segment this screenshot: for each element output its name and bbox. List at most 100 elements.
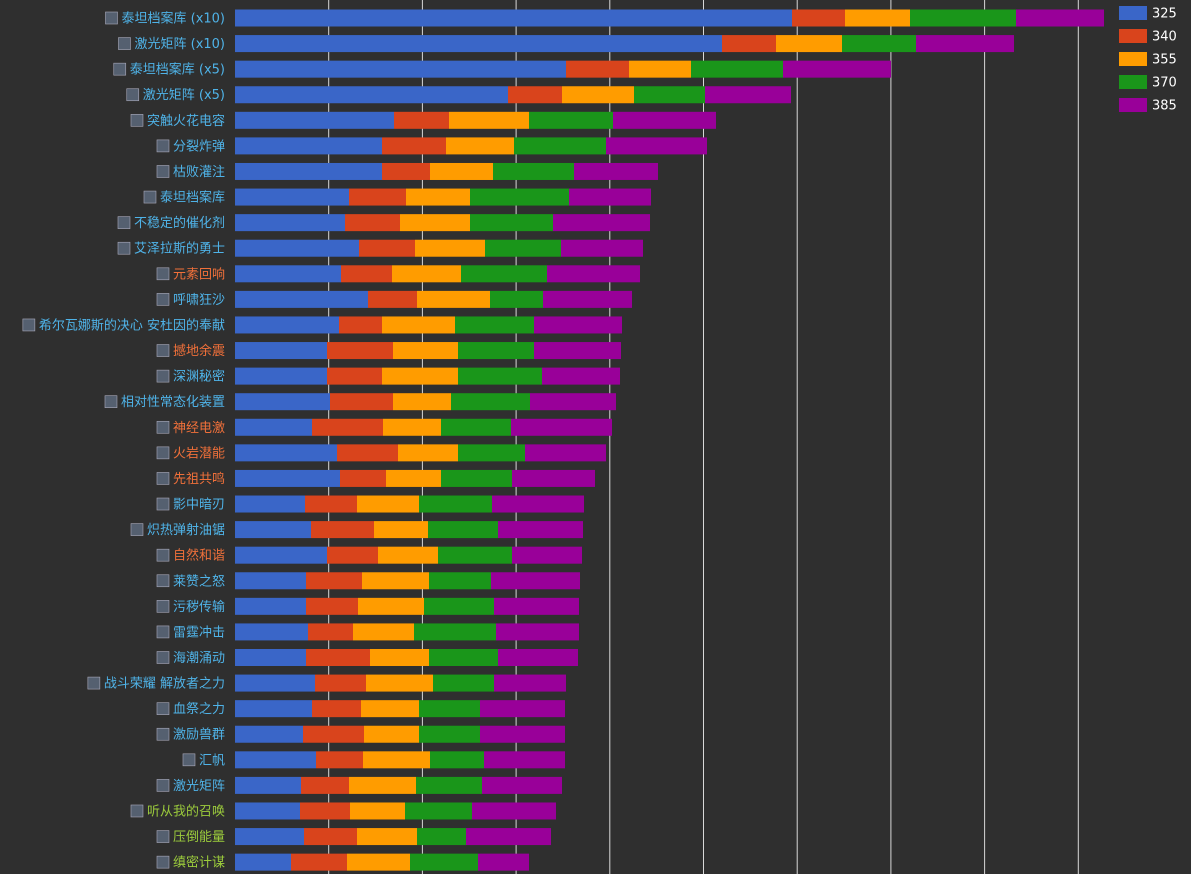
bar-segment <box>235 623 308 641</box>
bar-segment <box>916 35 1014 53</box>
category-label: 激光矩阵 (x5) <box>143 88 225 103</box>
bar-segment <box>845 9 910 27</box>
bar-segment <box>419 495 492 513</box>
bar-segment <box>291 853 347 871</box>
category-label: 呼啸狂沙 <box>173 293 225 308</box>
bar-segment <box>368 290 417 308</box>
item-icon <box>156 625 170 639</box>
bar-segment <box>446 137 514 155</box>
item-icon <box>156 574 170 588</box>
bar-segment <box>783 60 891 78</box>
item-icon <box>156 293 170 306</box>
item-icon <box>156 727 170 741</box>
bar-segment <box>398 444 458 462</box>
bar-segment <box>339 316 382 334</box>
item-icon <box>130 114 144 127</box>
category-label: 神经电激 <box>173 421 225 436</box>
bar-segment <box>350 802 405 820</box>
bar-segment <box>363 751 430 769</box>
bar-segment <box>306 572 362 590</box>
item-icon <box>130 523 144 536</box>
item-icon <box>117 241 131 255</box>
bar-segment <box>512 469 595 487</box>
bar-segment <box>415 239 485 257</box>
bar-segment <box>235 853 291 871</box>
bar-segment <box>494 674 566 692</box>
bar-segment <box>341 265 392 283</box>
bar-segment <box>235 393 330 411</box>
bar-segment <box>312 700 361 718</box>
bar-segment <box>416 776 482 794</box>
item-icon <box>156 267 170 281</box>
bar-segment <box>508 86 562 104</box>
bar-segment <box>629 60 691 78</box>
category-label: 炽热弹射油锯 <box>147 522 225 538</box>
bar-segment <box>458 367 542 385</box>
bar-segment <box>493 162 574 180</box>
bar-segment <box>553 214 650 232</box>
bar-segment <box>235 572 306 590</box>
bar-segment <box>357 495 419 513</box>
bar-segment <box>393 342 458 360</box>
bar-segment <box>316 751 363 769</box>
bar-segment <box>534 342 621 360</box>
bar-segment <box>235 188 349 206</box>
bar-segment <box>235 444 337 462</box>
bar-segment <box>378 546 438 564</box>
bar-segment <box>470 188 569 206</box>
item-icon <box>156 165 170 178</box>
bar-segment <box>235 521 311 539</box>
bar-segment <box>441 418 511 436</box>
bar-segment <box>235 495 305 513</box>
item-icon <box>156 497 170 511</box>
bar-segment <box>496 623 579 641</box>
bar-segment <box>484 751 565 769</box>
bar-segment <box>374 521 428 539</box>
category-label: 分裂炸弹 <box>173 139 225 154</box>
item-icon <box>156 472 170 485</box>
bar-segment <box>458 444 525 462</box>
bar-segment <box>235 316 339 334</box>
bar-segment <box>417 828 466 846</box>
bar-segment <box>370 649 429 666</box>
bar-segment <box>792 9 845 27</box>
bar-segment <box>358 597 424 615</box>
category-label: 泰坦档案库 <box>160 190 225 206</box>
category-label: 自然和谐 <box>173 548 225 564</box>
legend-label: 385 <box>1152 99 1177 114</box>
item-icon <box>105 11 118 25</box>
item-icon <box>156 600 170 613</box>
bar-segment <box>353 623 414 641</box>
bar-segment <box>490 290 543 308</box>
item-icon <box>156 420 170 434</box>
bar-segment <box>235 9 792 27</box>
bar-segment <box>458 342 534 360</box>
bar-segment <box>235 828 304 846</box>
bar-segment <box>394 111 449 129</box>
bar-segment <box>345 214 400 232</box>
bar-segment <box>498 521 583 539</box>
bar-segment <box>534 316 622 334</box>
item-icon <box>87 676 101 690</box>
bar-segment <box>327 342 393 360</box>
bar-segment <box>382 162 430 180</box>
bar-segment <box>362 572 429 590</box>
bar-segment <box>482 776 562 794</box>
bar-segment <box>327 546 378 564</box>
bar-segment <box>235 649 306 666</box>
item-icon <box>156 830 170 843</box>
item-icon <box>117 216 131 229</box>
bar-segment <box>312 418 383 436</box>
bar-segment <box>235 469 340 487</box>
bar-segment <box>722 35 776 53</box>
bar-segment <box>514 137 606 155</box>
legend-swatch <box>1119 29 1147 43</box>
bar-segment <box>613 111 716 129</box>
bar-segment <box>511 418 612 436</box>
category-label: 先祖共鸣 <box>173 471 225 487</box>
bar-segment <box>349 188 406 206</box>
bar-segment <box>359 239 415 257</box>
legend-label: 355 <box>1152 53 1177 68</box>
item-icon <box>156 446 170 460</box>
item-icon <box>182 753 196 767</box>
